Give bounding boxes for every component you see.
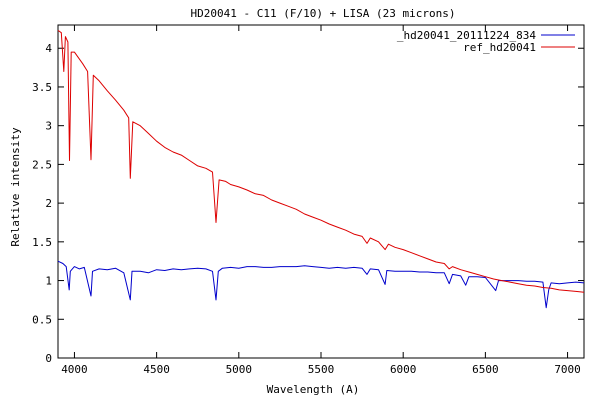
y-tick-label: 2.5 xyxy=(32,158,52,171)
y-tick-label: 1.5 xyxy=(32,236,52,249)
y-tick-label: 1 xyxy=(45,275,52,288)
y-tick-label: 0 xyxy=(45,352,52,365)
y-tick-label: 0.5 xyxy=(32,313,52,326)
y-tick-label: 2 xyxy=(45,197,52,210)
x-tick-label: 5500 xyxy=(308,363,335,376)
x-tick-label: 6000 xyxy=(390,363,417,376)
series-line-1 xyxy=(57,260,585,309)
x-tick-label: 4000 xyxy=(61,363,88,376)
y-tick-label: 4 xyxy=(45,42,52,55)
series-lines xyxy=(57,29,585,309)
x-tick-label: 7000 xyxy=(554,363,581,376)
y-axis-label: Relative intensity xyxy=(9,127,22,247)
x-tick-label: 5000 xyxy=(226,363,253,376)
legend-label: ref_hd20041 xyxy=(463,41,536,54)
plot-frame xyxy=(57,24,585,359)
x-axis-label: Wavelength (A) xyxy=(267,383,360,396)
axis-ticks: 4000 4500 5000 5500 6000 6500 7000 0 0.5 1 1.5 2 2.5… xyxy=(32,25,584,376)
x-tick-label: 4500 xyxy=(143,363,170,376)
y-tick-label: 3 xyxy=(45,120,52,133)
series-line-2 xyxy=(57,29,585,293)
x-tick-label: 6500 xyxy=(472,363,499,376)
y-tick-label: 3.5 xyxy=(32,81,52,94)
chart-title: HD20041 - C11 (F/10) + LISA (23 microns) xyxy=(191,7,456,20)
legend-label: _hd20041_20111224_834 xyxy=(397,29,536,42)
